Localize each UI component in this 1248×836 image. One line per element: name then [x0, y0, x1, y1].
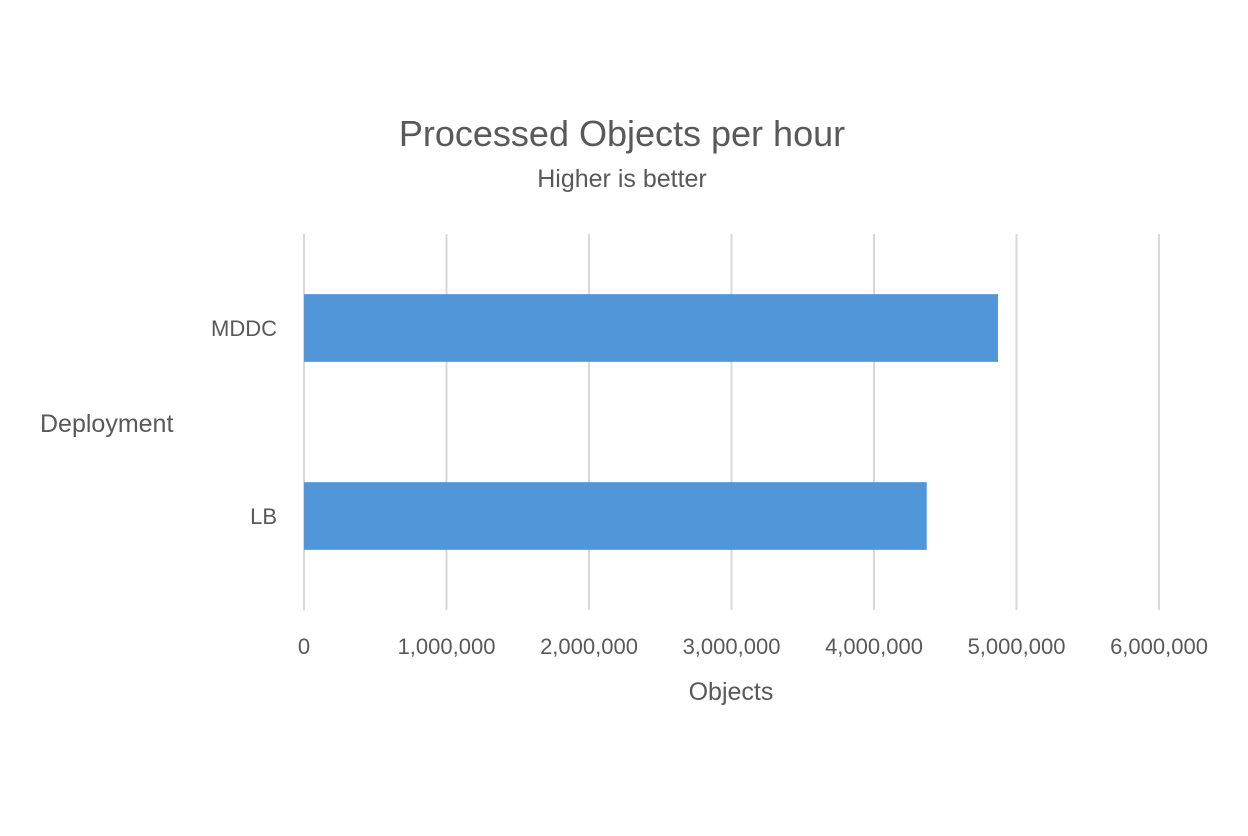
- x-tick-label: 4,000,000: [825, 634, 923, 659]
- bar-mddc: [304, 294, 998, 362]
- chart-subtitle: Higher is better: [537, 165, 707, 193]
- y-axis-category-labels: MDDC LB: [211, 316, 277, 529]
- y-axis-title: Deployment: [40, 410, 173, 438]
- x-tick-label: 3,000,000: [683, 634, 781, 659]
- x-axis-title: Objects: [689, 678, 774, 706]
- category-label: LB: [250, 504, 277, 529]
- x-tick-label: 6,000,000: [1110, 634, 1208, 659]
- x-axis-tick-labels: 0 1,000,000 2,000,000 3,000,000 4,000,000 5,0…: [298, 634, 1208, 659]
- gridlines: [303, 234, 1160, 610]
- x-tick-label: 1,000,000: [398, 634, 496, 659]
- x-tick-label: 5,000,000: [968, 634, 1066, 659]
- chart-title: Processed Objects per hour: [399, 113, 845, 154]
- category-label: MDDC: [211, 316, 277, 341]
- x-tick-label: 2,000,000: [540, 634, 638, 659]
- x-tick-label: 0: [298, 634, 310, 659]
- bars: [304, 294, 998, 550]
- bar-lb: [304, 482, 927, 550]
